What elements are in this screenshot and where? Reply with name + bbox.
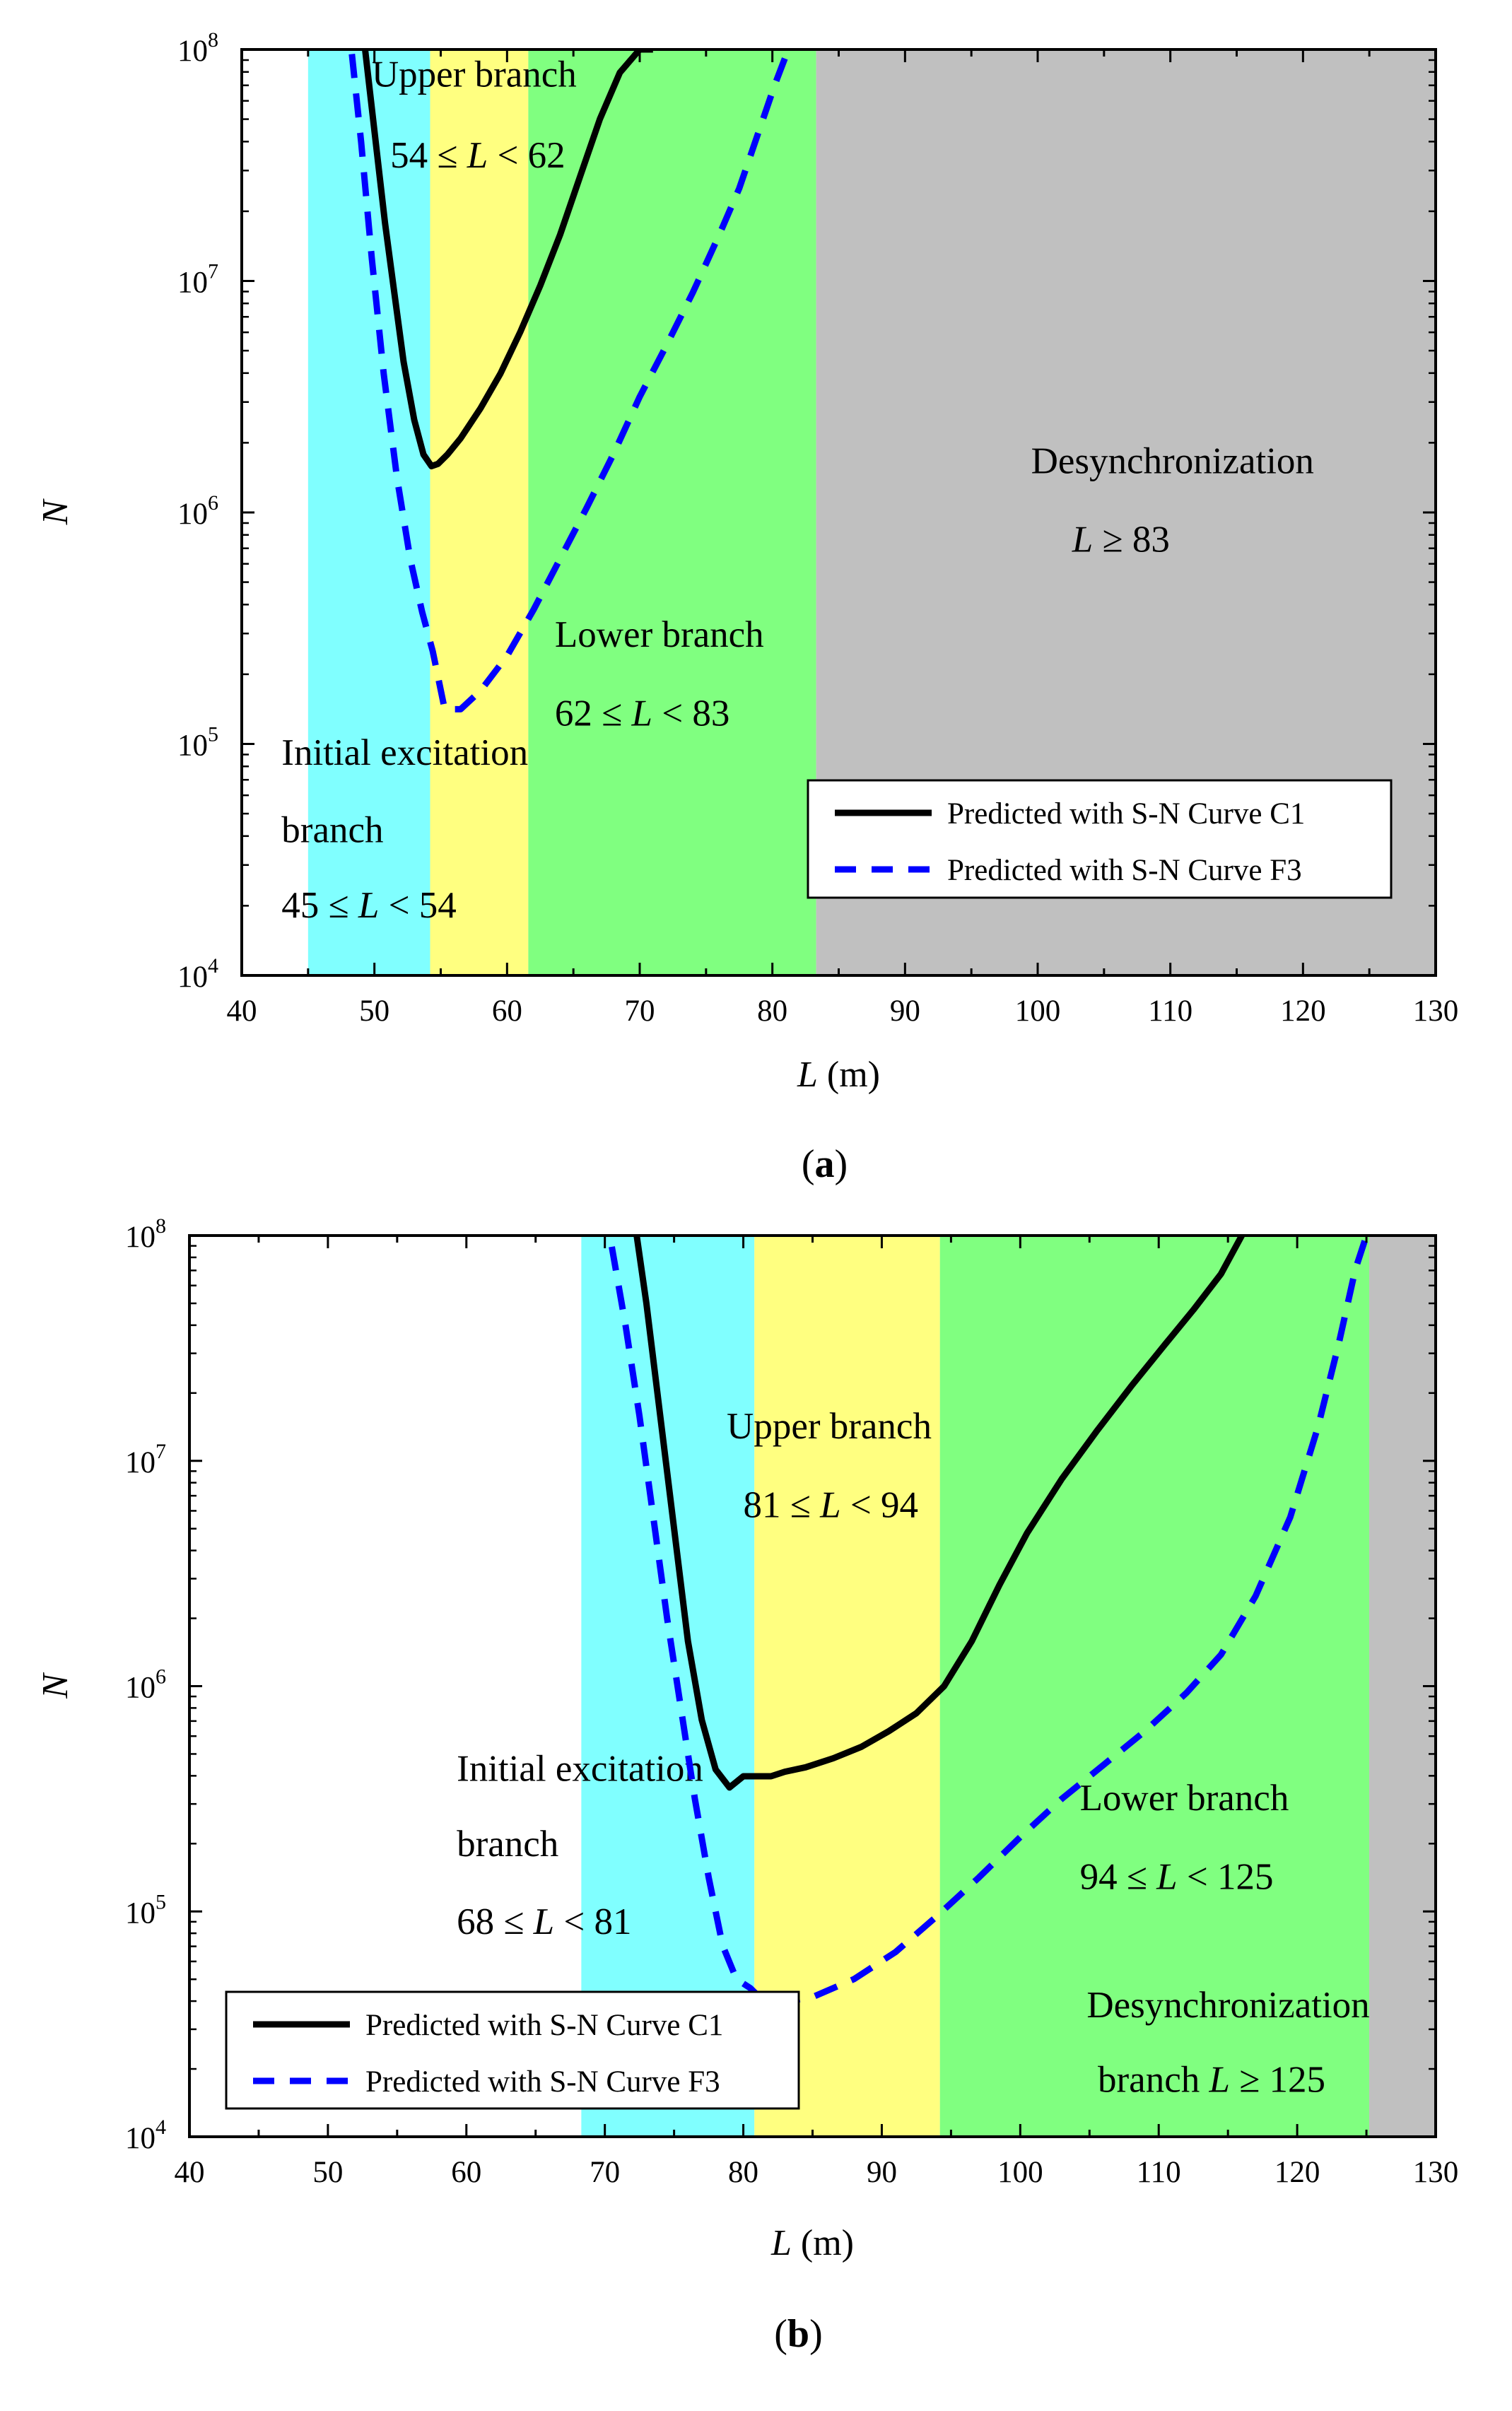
y-tick-label: 107 xyxy=(125,1440,166,1479)
x-tick-label: 120 xyxy=(1274,2156,1320,2189)
legend-label-c1: Predicted with S-N Curve C1 xyxy=(947,797,1305,831)
y-axis-title: N xyxy=(35,498,76,525)
x-tick-label: 90 xyxy=(867,2156,897,2189)
annotation-lower_title: Lower branch xyxy=(1080,1778,1289,1819)
x-tick-label: 70 xyxy=(625,995,655,1028)
legend-label-f3: Predicted with S-N Curve F3 xyxy=(365,2065,720,2099)
x-tick-label: 100 xyxy=(997,2156,1043,2189)
annotation-initial_title-line-2: branch xyxy=(281,810,383,851)
x-tick-label: 90 xyxy=(890,995,920,1028)
annotation-desync_title: Desynchronization xyxy=(1086,1985,1369,2026)
panel-label: (a) xyxy=(802,1142,848,1186)
y-tick-label: 104 xyxy=(125,2116,166,2155)
annotation-desync_title: Desynchronization xyxy=(1031,440,1314,481)
annotation-lower_title: Lower branch xyxy=(555,614,764,655)
legend-label-c1: Predicted with S-N Curve C1 xyxy=(365,2009,723,2042)
annotation-upper_title: Upper branch xyxy=(727,1406,932,1447)
y-tick-label: 108 xyxy=(125,1214,166,1254)
legend-box xyxy=(225,1990,800,2110)
legend-box xyxy=(807,779,1393,899)
region-upper xyxy=(430,49,529,975)
x-tick-label: 50 xyxy=(359,995,389,1028)
panel-label: (b) xyxy=(774,2312,822,2356)
annotation-initial_title-line-1: Initial excitation xyxy=(281,732,528,773)
annotation-upper_range: 81 ≤ L < 94 xyxy=(744,1484,918,1525)
annotation-desync_range: L ≥ 83 xyxy=(1072,520,1170,561)
annotation-initial_range: 45 ≤ L < 54 xyxy=(281,885,456,926)
y-tick-label: 106 xyxy=(177,491,218,531)
y-tick-label: 105 xyxy=(177,723,218,763)
x-axis-title: L (m) xyxy=(770,2223,854,2263)
series-line-c1 xyxy=(362,49,653,469)
annotation-lower_range: 94 ≤ L < 125 xyxy=(1080,1856,1274,1897)
panel-b: Upper branch 81 ≤ L < 94 Initial excitatio… xyxy=(35,1214,1458,2356)
y-tick-label: 105 xyxy=(125,1890,166,1930)
x-tick-label: 60 xyxy=(492,995,522,1028)
region-upper xyxy=(754,1236,940,2137)
x-tick-label: 120 xyxy=(1280,995,1326,1028)
x-axis-title: L (m) xyxy=(797,1055,880,1095)
region-lower xyxy=(939,1236,1369,2137)
annotation-lower_range: 62 ≤ L < 83 xyxy=(555,693,729,734)
x-tick-label: 80 xyxy=(728,2156,758,2189)
series-line-f3 xyxy=(609,1236,1370,2005)
series-line-c1 xyxy=(633,1236,1245,1791)
legend: Predicted with S-N Curve C1 Predicted wit… xyxy=(807,779,1393,899)
series-line-f3 xyxy=(348,49,794,712)
panel-a: Upper branch 54 ≤ L < 62 Lower branch 62 ≤ … xyxy=(35,28,1458,1186)
x-tick-label: 60 xyxy=(451,2156,481,2189)
annotation-initial_title-line-1: Initial excitation xyxy=(457,1748,703,1789)
x-tick-label: 40 xyxy=(227,995,257,1028)
y-tick-label: 104 xyxy=(177,954,218,994)
annotation-upper_range: 54 ≤ L < 62 xyxy=(390,135,565,176)
annotation-upper_title: Upper branch xyxy=(372,54,577,95)
annotation-initial_range: 68 ≤ L < 81 xyxy=(457,1901,631,1942)
annotation-desync_range: branch L ≥ 125 xyxy=(1098,2059,1325,2100)
x-tick-label: 130 xyxy=(1413,2156,1459,2189)
legend: Predicted with S-N Curve C1 Predicted wit… xyxy=(225,1990,800,2110)
annotation-initial_title-line-2: branch xyxy=(457,1824,558,1865)
x-tick-label: 130 xyxy=(1413,995,1459,1028)
y-tick-label: 108 xyxy=(177,28,218,68)
region-lower xyxy=(528,49,816,975)
x-tick-label: 50 xyxy=(312,2156,343,2189)
x-tick-label: 70 xyxy=(590,2156,620,2189)
x-tick-label: 40 xyxy=(175,2156,205,2189)
x-tick-label: 110 xyxy=(1148,995,1192,1028)
x-tick-label: 80 xyxy=(757,995,787,1028)
y-tick-label: 107 xyxy=(177,260,218,300)
region-initial xyxy=(307,49,430,975)
legend-label-f3: Predicted with S-N Curve F3 xyxy=(947,854,1302,887)
x-tick-label: 110 xyxy=(1137,2156,1181,2189)
region-initial xyxy=(581,1236,755,2137)
y-axis-title: N xyxy=(35,1672,76,1699)
y-tick-label: 106 xyxy=(125,1665,166,1705)
x-tick-label: 100 xyxy=(1015,995,1061,1028)
